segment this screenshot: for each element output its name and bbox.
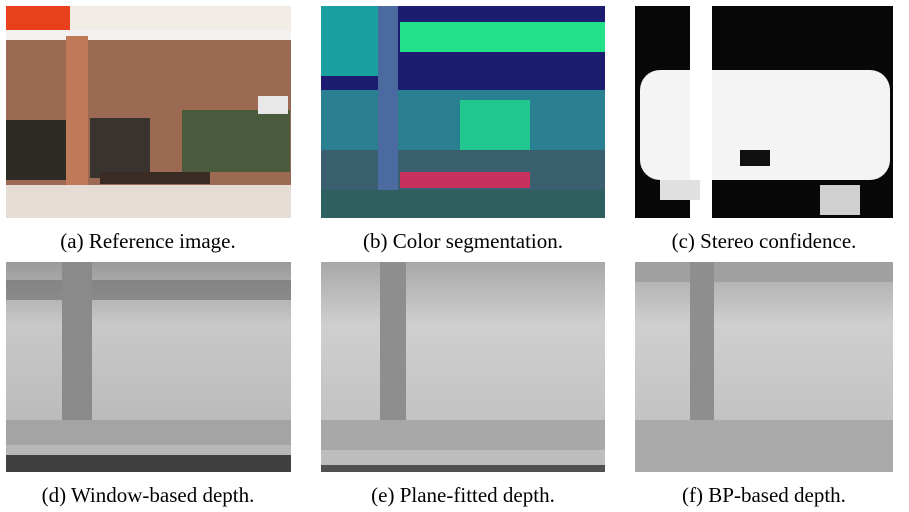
- caption: (e) Plane-fitted depth.: [371, 483, 555, 507]
- caption: (f) BP-based depth.: [682, 483, 846, 507]
- reference-image: [6, 6, 291, 218]
- stereo-confidence: [635, 6, 893, 218]
- caption: (c) Stereo confidence.: [671, 229, 857, 253]
- plane-fitted-depth: [321, 262, 605, 472]
- bp-depth: [635, 262, 893, 472]
- caption: (b) Color segmentation.: [362, 229, 564, 253]
- caption: (a) Reference image.: [60, 229, 236, 253]
- window-depth: [6, 262, 291, 472]
- color-segmentation: [321, 6, 605, 218]
- caption: (d) Window-based depth.: [41, 483, 255, 507]
